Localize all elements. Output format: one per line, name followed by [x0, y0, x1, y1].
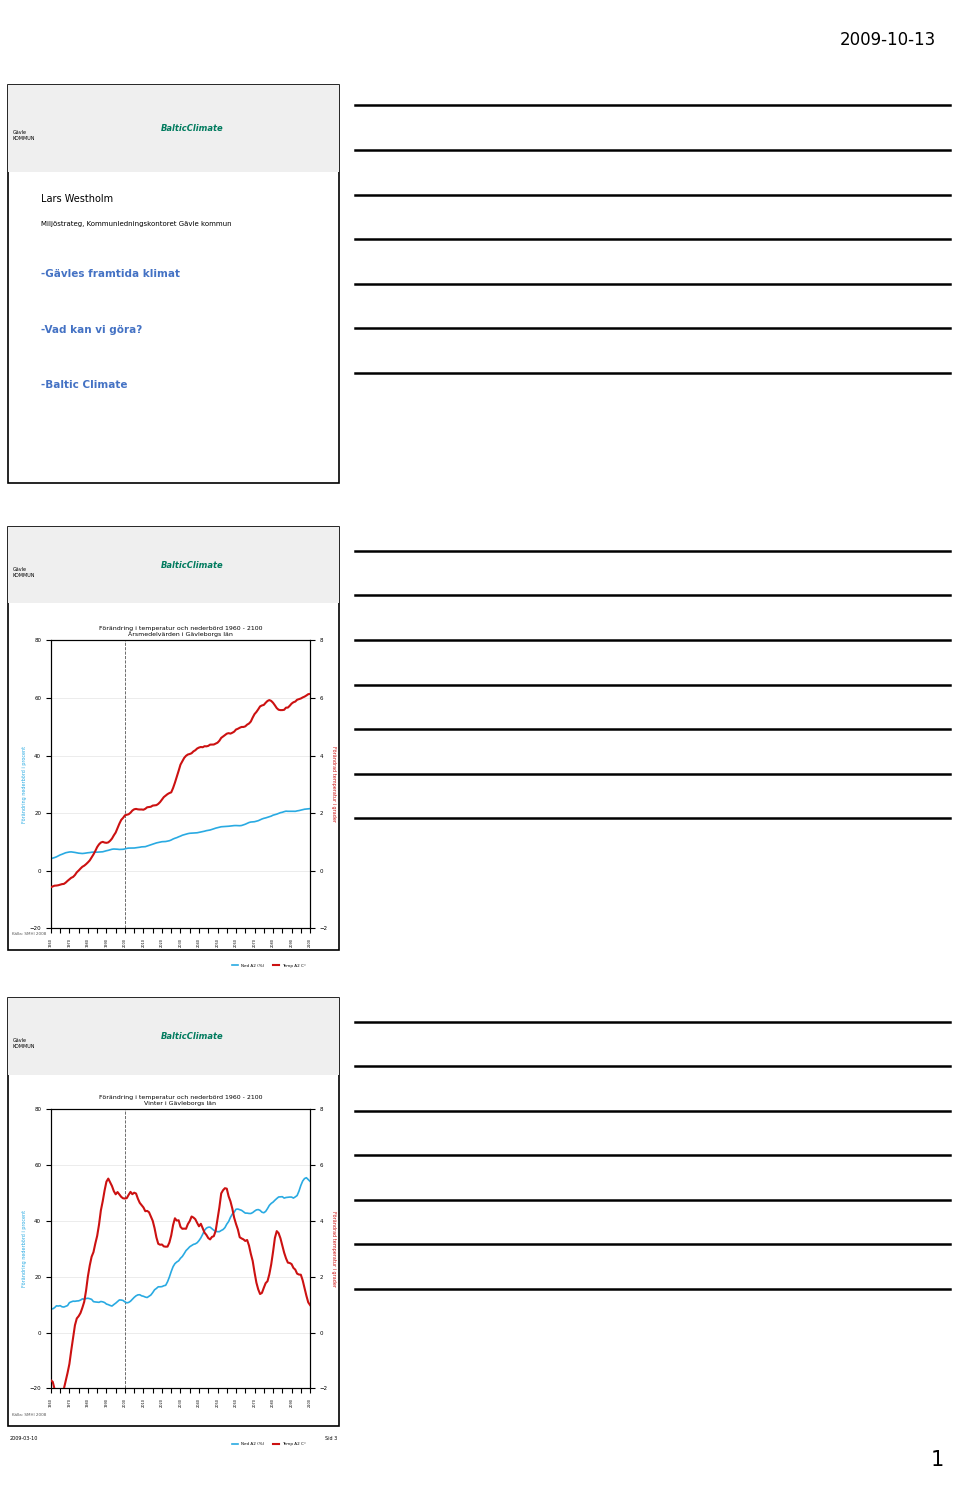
Y-axis label: Förändrad temperatur i grader: Förändrad temperatur i grader — [331, 747, 336, 823]
Text: BalticClimate: BalticClimate — [161, 561, 224, 570]
Text: Källa: SMHI 2008: Källa: SMHI 2008 — [12, 931, 47, 936]
Text: -Baltic Climate: -Baltic Climate — [41, 380, 128, 391]
Text: Lars Westholm: Lars Westholm — [41, 195, 113, 205]
Title: Förändring i temperatur och nederbörd 1960 - 2100
Vinter i Gävleborgs län: Förändring i temperatur och nederbörd 19… — [99, 1094, 262, 1106]
Text: -Gävles framtida klimat: -Gävles framtida klimat — [41, 269, 180, 279]
Text: Gävle
KOMMUN: Gävle KOMMUN — [12, 1038, 35, 1050]
Text: BalticClimate: BalticClimate — [161, 1032, 224, 1041]
Text: Miljöstrateg, Kommunledningskontoret Gävle kommun: Miljöstrateg, Kommunledningskontoret Gäv… — [41, 221, 232, 227]
Y-axis label: Förändring nederbörd i procent: Förändring nederbörd i procent — [22, 1210, 27, 1287]
Y-axis label: Förändrad temperatur i grader: Förändrad temperatur i grader — [331, 1210, 336, 1287]
Title: Förändring i temperatur och nederbörd 1960 - 2100
Årsmedelvärden i Gävleborgs lä: Förändring i temperatur och nederbörd 19… — [99, 625, 262, 637]
Bar — [8, 85, 339, 483]
Text: 2009-03-10: 2009-03-10 — [10, 1436, 38, 1440]
Bar — [8, 85, 339, 172]
Text: Gävle
KOMMUN: Gävle KOMMUN — [12, 567, 35, 578]
Y-axis label: Förändring nederbörd i procent: Förändring nederbörd i procent — [22, 745, 27, 823]
Bar — [8, 527, 339, 950]
Text: BalticClimate: BalticClimate — [161, 123, 224, 134]
Text: Gävle
KOMMUN: Gävle KOMMUN — [12, 131, 35, 141]
Text: 1: 1 — [930, 1451, 944, 1470]
Text: 2009-10-13: 2009-10-13 — [840, 31, 936, 49]
Legend: Ned A2 (%), Temp A2 C°: Ned A2 (%), Temp A2 C° — [229, 1440, 308, 1448]
Bar — [8, 998, 339, 1426]
Legend: Ned A2 (%), Temp A2 C°: Ned A2 (%), Temp A2 C° — [229, 962, 308, 970]
Bar — [8, 998, 339, 1075]
Text: -Vad kan vi göra?: -Vad kan vi göra? — [41, 325, 142, 336]
Text: Sid 3: Sid 3 — [324, 1436, 337, 1440]
Bar — [8, 527, 339, 603]
Text: Källa: SMHI 2008: Källa: SMHI 2008 — [12, 1412, 47, 1417]
